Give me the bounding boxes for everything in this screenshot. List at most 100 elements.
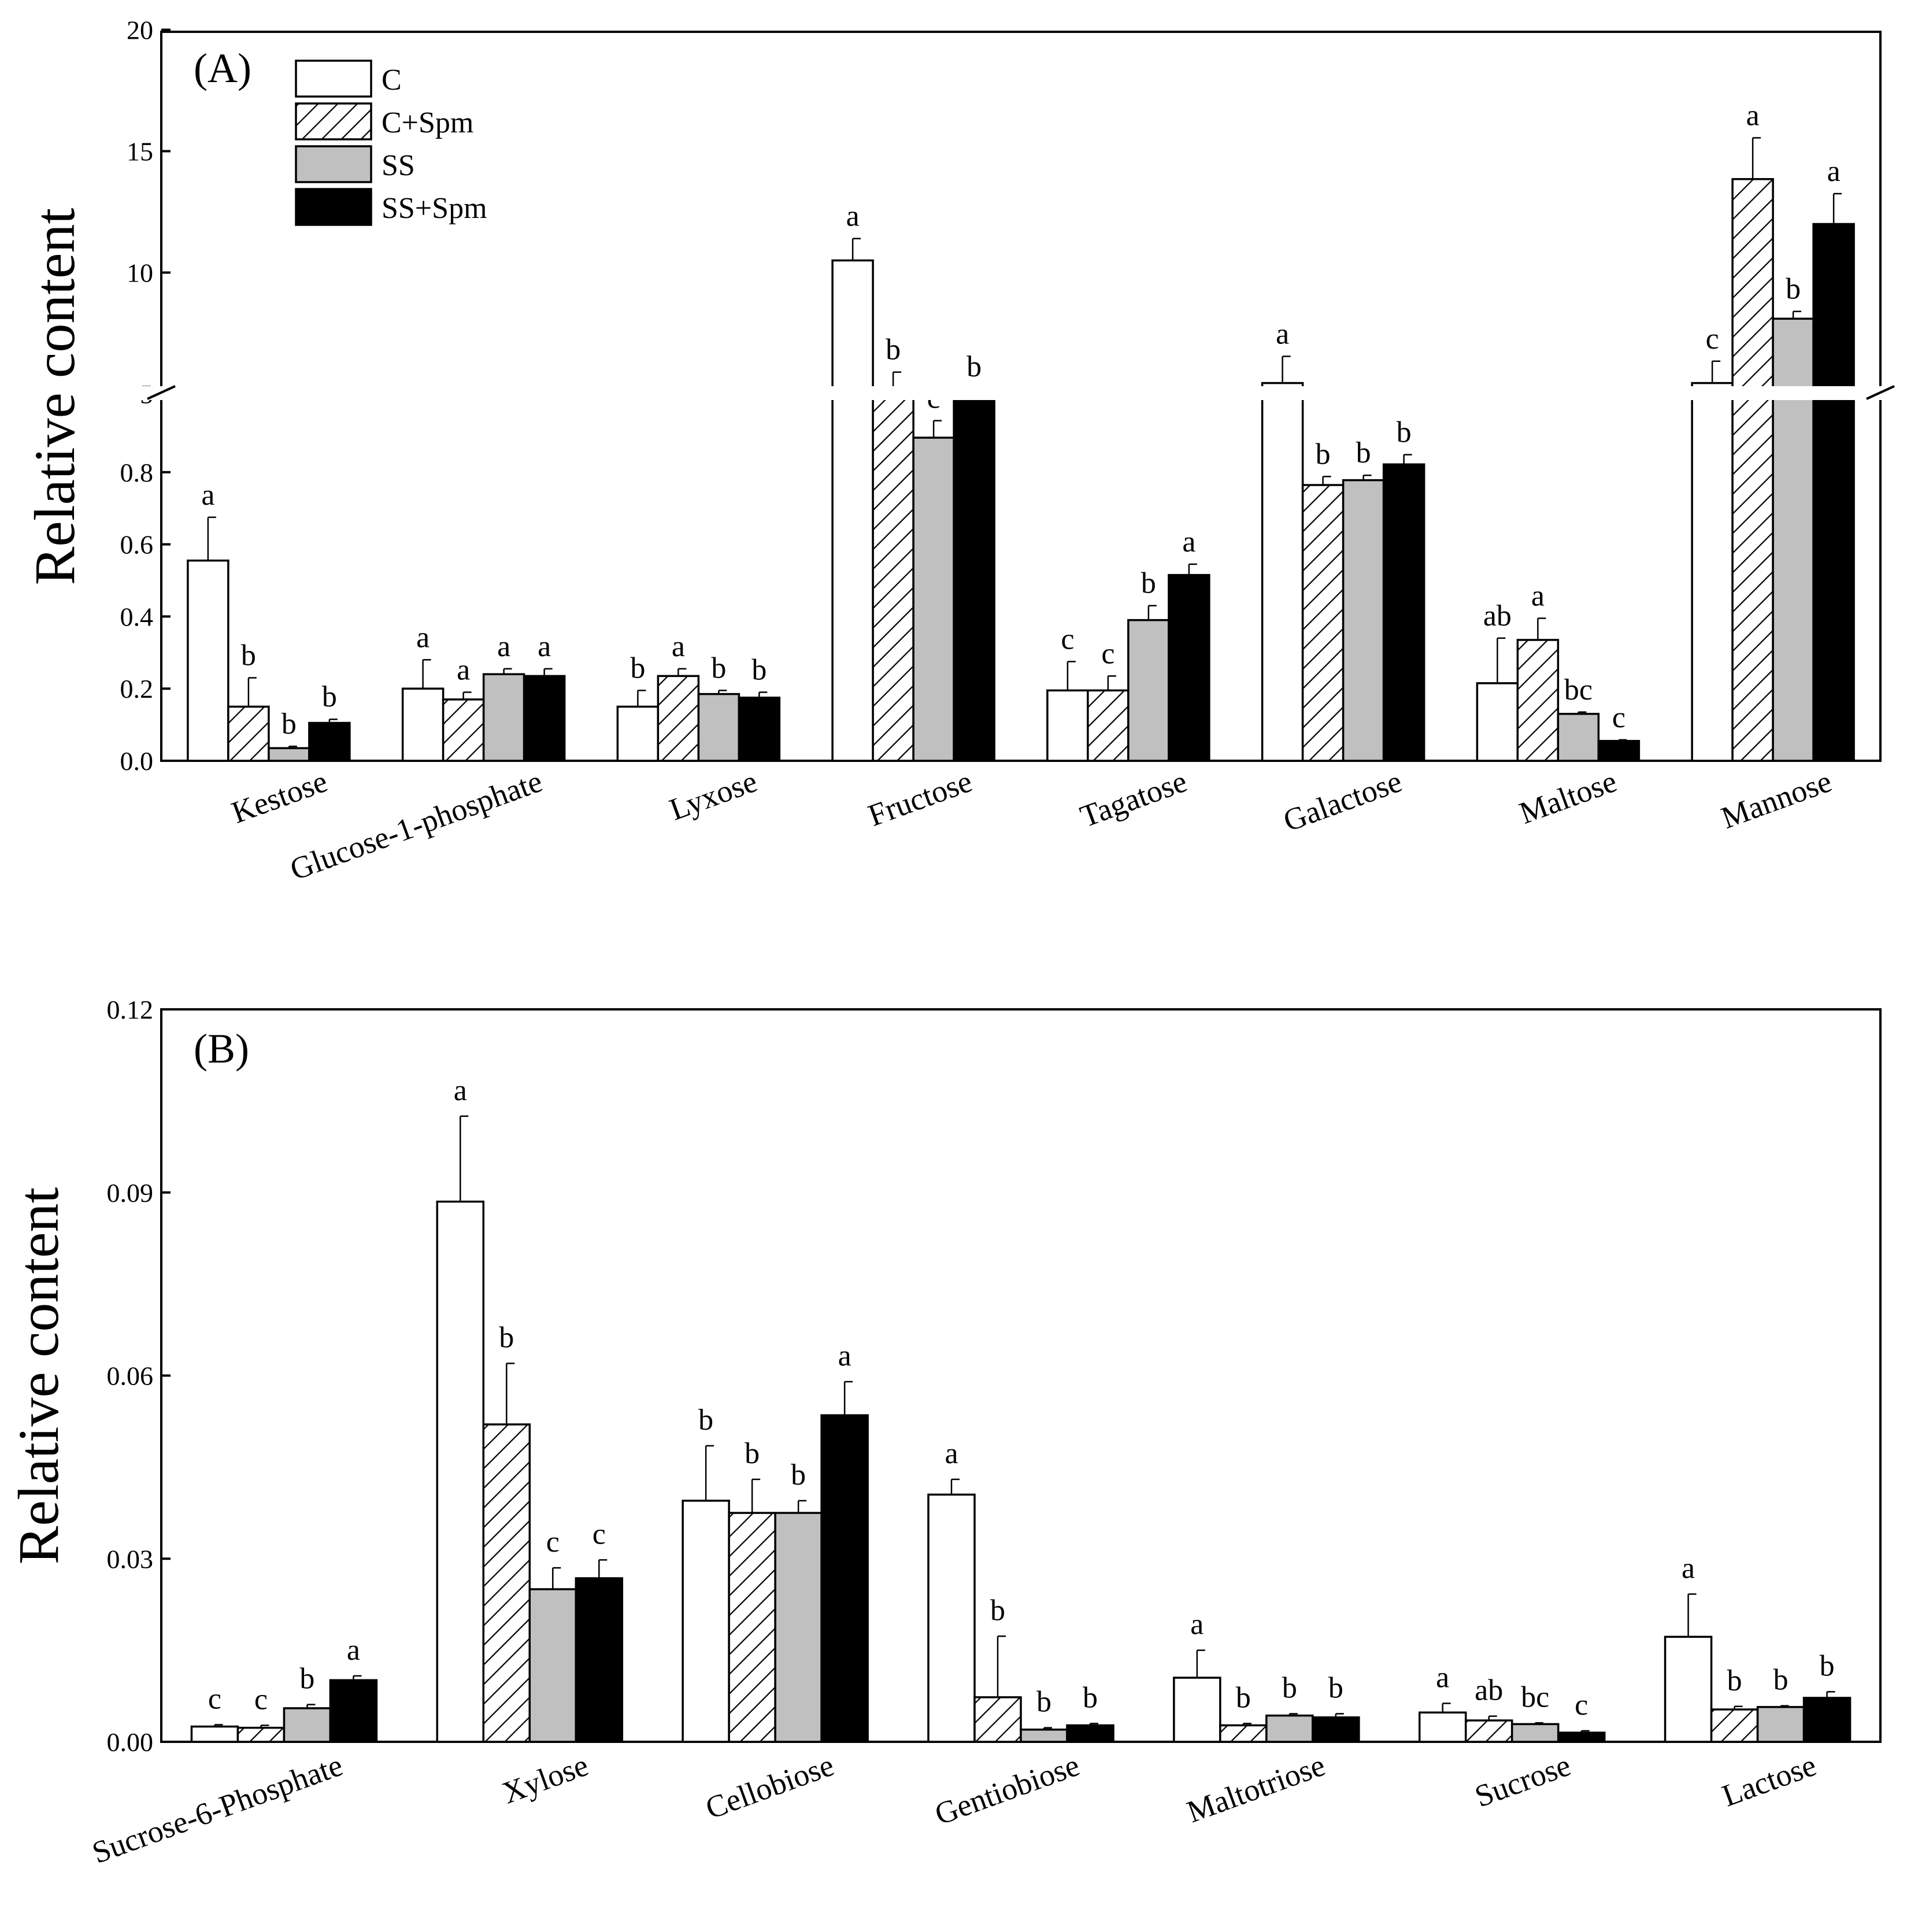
bar: [1173, 1676, 1221, 1743]
bar: [1127, 619, 1170, 762]
legend-swatch: [295, 188, 372, 226]
bar: [1476, 682, 1519, 762]
bar: [1772, 317, 1815, 762]
significance-letter: c: [593, 1518, 606, 1550]
bar: [1219, 1724, 1268, 1743]
significance-letter: b: [1316, 438, 1331, 471]
bar: [682, 1500, 730, 1743]
bar: [1087, 689, 1130, 762]
bar: [1301, 484, 1345, 762]
y-tick-label: 20: [127, 16, 153, 45]
y-tick-label: 0.00: [107, 1727, 154, 1757]
bar: [973, 1696, 1022, 1743]
bar: [953, 397, 995, 762]
bar: [1020, 1729, 1068, 1743]
significance-letter: b: [322, 680, 337, 713]
bar: [1664, 1635, 1713, 1743]
panel-b-frame: [160, 1008, 1882, 1743]
significance-letter: c: [1612, 701, 1625, 734]
y-tick-label: 0.03: [107, 1544, 154, 1574]
bar: [738, 697, 781, 762]
axis-break-mark-left: [147, 385, 176, 400]
significance-letter: a: [846, 200, 860, 233]
significance-letter: b: [299, 1663, 314, 1696]
significance-letter: b: [967, 350, 982, 383]
category-label: Mannose: [1717, 764, 1836, 835]
bar: [1597, 739, 1641, 762]
bar: [528, 1588, 577, 1743]
significance-letter: b: [1356, 436, 1371, 469]
significance-letter: a: [1182, 525, 1195, 558]
category-label: Lyxose: [665, 764, 761, 827]
significance-letter: c: [208, 1682, 221, 1715]
significance-letter: a: [1276, 317, 1289, 350]
panel-a-label: (A): [194, 45, 251, 91]
legend-label: SS: [382, 149, 415, 182]
panel-b-y-axis: 0.00 0.03 0.06 0.09 0.12: [107, 995, 171, 1757]
significance-letter: b: [282, 708, 297, 741]
bar: [482, 1423, 531, 1743]
significance-letter: a: [1436, 1661, 1449, 1694]
bar: [1557, 1731, 1606, 1743]
bar: [1312, 1716, 1360, 1743]
bar: [831, 259, 874, 762]
bar: [401, 687, 445, 762]
bar: [227, 705, 270, 762]
y-tick-label: 0.12: [107, 995, 154, 1024]
category-label: Tagatose: [1076, 764, 1191, 834]
bar: [1382, 463, 1425, 762]
category-label: Fructose: [864, 764, 976, 833]
panel-a-bars: abbbaaaababbabcbccbaabbbababcccaba: [187, 99, 1855, 762]
bar: [820, 1414, 869, 1743]
y-tick-label: 0.0: [120, 746, 154, 776]
significance-letter: b: [1773, 1664, 1788, 1697]
significance-letter: a: [838, 1339, 851, 1372]
significance-letter: a: [1746, 99, 1760, 132]
panel-a: (A) Relative content 0.00.20.40.60.85101…: [23, 16, 1902, 887]
y-tick-label: 0.8: [120, 458, 154, 487]
bar: [1265, 1714, 1314, 1743]
axis-break-mark-right: [1866, 385, 1895, 400]
significance-letter: c: [1101, 637, 1114, 670]
category-label: Xylose: [498, 1748, 593, 1811]
bar: [268, 747, 310, 762]
bar: [1261, 382, 1304, 762]
legend-label: SS+Spm: [382, 192, 487, 225]
panel-b: (B) Relative content 0.00 0.03 0.06 0.09 0.1…: [6, 995, 1882, 1870]
significance-letter: a: [201, 479, 214, 512]
bar: [1557, 713, 1600, 762]
significance-letter: b: [886, 334, 901, 367]
category-label: Cellobiose: [701, 1748, 839, 1826]
y-tick-label: 0.06: [107, 1361, 154, 1391]
axis-break: [139, 385, 1902, 400]
bar: [187, 559, 229, 762]
bar: [1464, 1719, 1513, 1743]
significance-letter: b: [1282, 1671, 1297, 1704]
significance-letter: b: [698, 1404, 713, 1437]
bar: [1342, 479, 1385, 762]
significance-letter: b: [1820, 1649, 1835, 1682]
bar: [1812, 223, 1855, 762]
y-tick-label: 0.2: [120, 674, 154, 704]
bar: [236, 1726, 286, 1743]
significance-letter: b: [1727, 1664, 1742, 1697]
bar: [329, 1679, 378, 1743]
bar: [1756, 1706, 1805, 1743]
category-label: Galactose: [1279, 764, 1406, 838]
bar: [657, 675, 700, 762]
significance-letter: bc: [1521, 1681, 1549, 1713]
bar: [912, 436, 955, 762]
bar: [1516, 639, 1560, 762]
significance-letter: ab: [1483, 599, 1512, 632]
y-tick-label: 15: [127, 137, 153, 166]
significance-letter: b: [1328, 1671, 1343, 1704]
significance-letter: b: [990, 1594, 1005, 1627]
bar: [774, 1512, 823, 1743]
significance-letter: c: [546, 1526, 560, 1559]
bar: [482, 673, 525, 762]
panel-b-category-labels: Sucrose-6-Phosphate Xylose Cellobiose Genti…: [88, 1748, 1821, 1870]
category-label: Sucrose-6-Phosphate: [88, 1748, 347, 1870]
bar: [283, 1707, 332, 1743]
panel-b-ylabel: Relative content: [6, 1187, 71, 1565]
